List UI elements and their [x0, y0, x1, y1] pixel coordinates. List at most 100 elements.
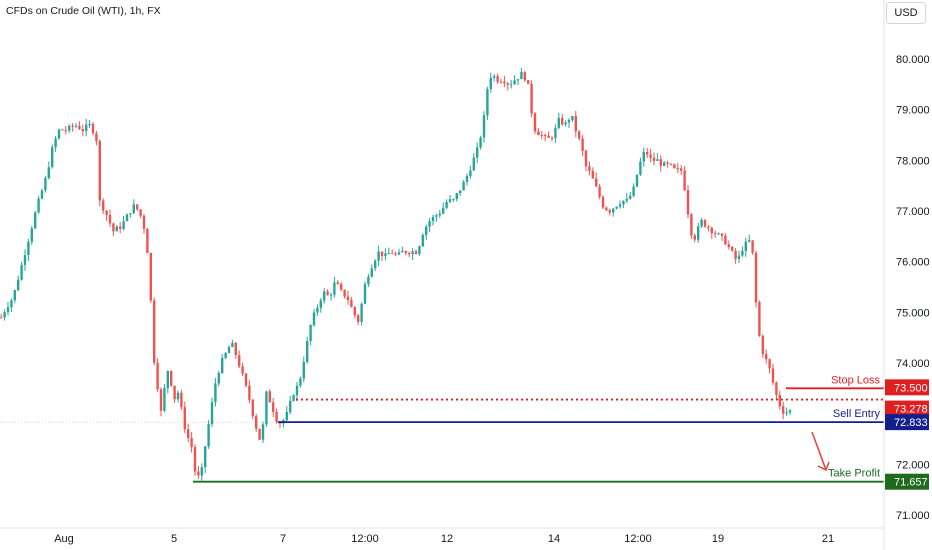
candle-body — [513, 80, 516, 85]
candle-body — [258, 428, 261, 440]
candle-body — [333, 282, 336, 295]
candle-body — [88, 123, 91, 125]
candle-body — [10, 300, 13, 308]
candle-body — [652, 157, 656, 161]
candle-body — [37, 198, 40, 213]
candle-body — [268, 391, 271, 403]
candle-body — [482, 115, 486, 138]
candle-body — [493, 76, 496, 78]
candle-body — [612, 208, 615, 213]
candle-body — [775, 382, 778, 396]
candle-body — [765, 354, 768, 360]
candle-body — [717, 233, 720, 235]
candle-body — [374, 260, 377, 269]
candle-body — [445, 201, 448, 208]
candle-body — [231, 342, 234, 348]
candle-body — [408, 253, 411, 255]
candle-body — [418, 246, 421, 255]
level-name-label: Sell Entry — [833, 408, 881, 420]
candle-body — [255, 416, 258, 429]
candle-body — [187, 429, 190, 438]
y-axis: 71.00072.00073.00074.00075.00076.00077.0… — [883, 0, 930, 550]
candle-body — [598, 186, 601, 198]
candle-body — [244, 373, 248, 386]
candle-body — [530, 83, 533, 114]
y-tick-label: 75.000 — [896, 307, 930, 319]
candle-body — [204, 446, 207, 468]
candle-body — [319, 300, 322, 308]
candle-body — [727, 244, 730, 247]
candle-body — [343, 289, 346, 297]
candle-body — [782, 406, 785, 414]
y-tick-label: 79.000 — [896, 105, 930, 117]
candle-body — [557, 117, 560, 128]
candle-body — [659, 159, 662, 166]
candle-body — [387, 253, 390, 255]
candle-body — [285, 411, 288, 421]
candle-body — [428, 221, 431, 227]
candle-body — [166, 370, 169, 389]
candle-body — [149, 252, 152, 301]
candle-body — [115, 226, 118, 232]
candle-body — [421, 234, 424, 247]
candle-body — [411, 251, 414, 255]
x-tick-label: 19 — [712, 533, 724, 545]
candle-body — [700, 219, 703, 227]
candle-body — [13, 290, 16, 301]
candle-body — [3, 312, 6, 318]
candle-body — [227, 347, 231, 354]
y-tick-label: 71.000 — [896, 510, 930, 522]
price-tag — [885, 414, 929, 431]
candle-body — [673, 164, 676, 168]
candle-body — [646, 151, 649, 155]
candle-body — [81, 129, 84, 132]
candle-body — [142, 215, 146, 229]
candle-body — [669, 163, 673, 165]
candle-body — [207, 424, 210, 447]
candle-body — [306, 340, 309, 363]
candle-body — [251, 399, 254, 417]
candle-body — [193, 447, 197, 472]
candle-body — [618, 204, 622, 207]
currency-button[interactable]: USD — [886, 2, 926, 24]
candle-body — [686, 190, 690, 215]
candle-body — [336, 282, 339, 285]
candle-body — [146, 228, 149, 253]
candle-body — [302, 362, 305, 379]
candle-body — [758, 302, 761, 336]
x-tick-label: 21 — [822, 533, 834, 545]
candle-body — [737, 255, 741, 259]
candle-body — [316, 307, 319, 313]
candle-body — [156, 362, 159, 390]
candle-body — [785, 412, 788, 414]
y-tick-label: 80.000 — [896, 54, 930, 66]
candle-body — [414, 251, 418, 255]
candle-body — [693, 235, 696, 240]
y-tick-label: 78.000 — [896, 155, 930, 167]
price-tag-label: 71.657 — [894, 477, 928, 489]
candle-body — [544, 135, 547, 137]
levels-group: Stop Loss Sell Entry Take Profit — [193, 374, 884, 483]
candle-body — [265, 391, 268, 425]
candle-body — [183, 407, 186, 430]
candle-body — [499, 81, 503, 83]
chart-title: CFDs on Crude Oil (WTI), 1h, FX — [6, 5, 161, 17]
price-tag-label: 73.500 — [894, 382, 928, 394]
candle-body — [17, 279, 20, 291]
candle-body — [139, 209, 142, 216]
candle-body — [567, 119, 571, 123]
candle-body — [476, 147, 479, 158]
candle-body — [455, 193, 458, 200]
candle-body — [584, 150, 588, 167]
candle-body — [91, 123, 95, 134]
candle-body — [190, 437, 193, 448]
candle-body — [261, 424, 265, 440]
candle-body — [353, 307, 356, 316]
candle-body — [649, 154, 652, 158]
candle-body — [384, 253, 387, 256]
candle-body — [520, 72, 523, 80]
candle-body — [748, 240, 751, 242]
candle-body — [625, 198, 628, 201]
candle-body — [550, 137, 554, 139]
